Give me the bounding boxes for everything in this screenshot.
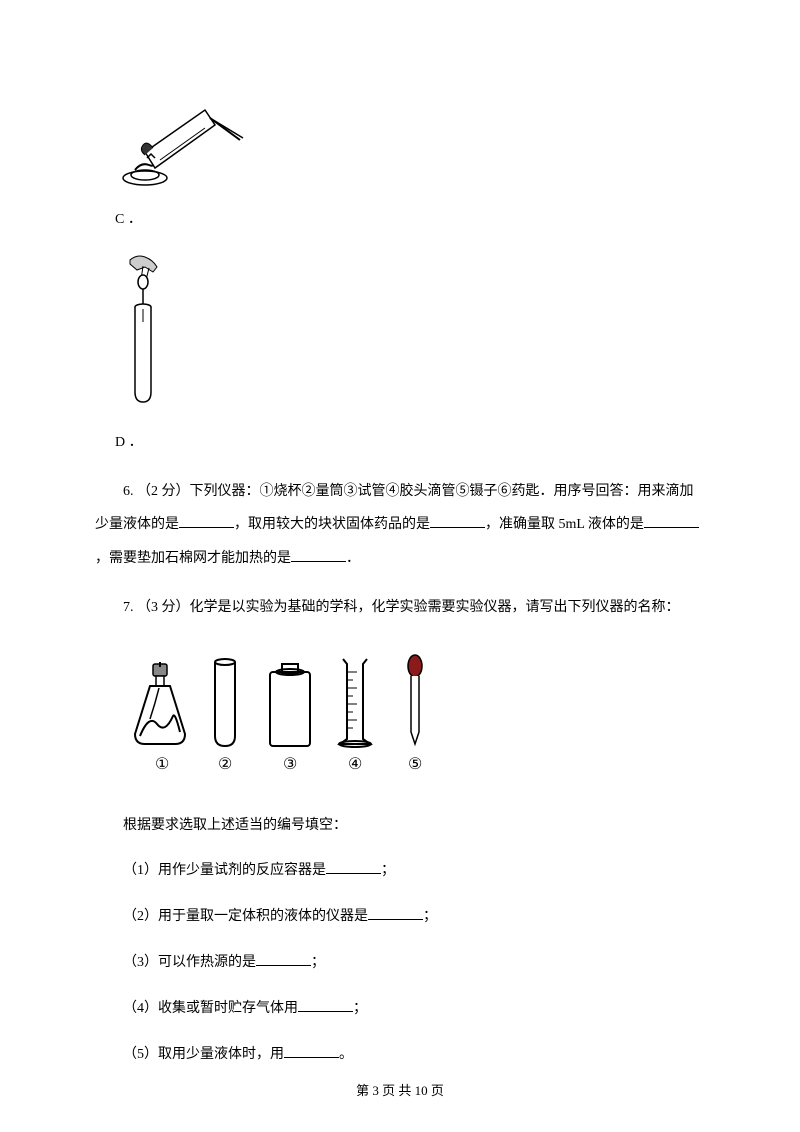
q7-sub1-pre: （1）用作少量试剂的反应容器是 [123,863,326,878]
option-d-label: D ． [95,430,705,455]
graduated-cylinder-icon [339,659,371,747]
q7-intro: 根据要求选取上述适当的编号填空： [95,813,705,838]
page-footer: 第 3 页 共 10 页 [0,1079,800,1102]
q6-blank-4 [291,548,346,562]
q7-sub2: （2）用于量取一定体积的液体的仪器是 ； [95,903,705,931]
equipment-diagram: ① ② ③ ④ ⑤ [125,644,705,793]
q7-sub1: （1）用作少量试剂的反应容器是 ； [95,857,705,885]
svg-text:⑤: ⑤ [408,756,422,773]
option-c-label: C ． [95,207,705,232]
gas-bottle-icon [270,664,310,746]
q6-blank-3 [644,514,699,528]
svg-text:③: ③ [283,756,297,773]
q7-sub2-blank [368,906,423,920]
q6-text-4: ，需要垫加石棉网才能加热的是 [95,551,291,566]
q7-sub4: （4）收集或暂时贮存气体用 ； [95,995,705,1023]
q6-text-3: ，准确量取 5mL 液体的是 [485,517,644,532]
q7-sub4-blank [298,998,353,1012]
svg-text:④: ④ [348,756,362,773]
q7-sub5-blank [284,1044,339,1058]
q6-text-2: ，取用较大的块状固体药品的是 [234,517,430,532]
q7-sub5-post: 。 [339,1047,353,1062]
q7-sub4-post: ； [353,1001,367,1016]
q7-sub3-post: ； [311,955,325,970]
svg-text:①: ① [155,756,169,773]
q7-sub2-pre: （2）用于量取一定体积的液体的仪器是 [123,909,368,924]
q7-sub5-pre: （5）取用少量液体时，用 [123,1047,284,1062]
q6-blank-1 [179,514,234,528]
q7-sub1-post: ； [381,863,395,878]
q6-blank-2 [430,514,485,528]
q7-sub3-pre: （3）可以作热源的是 [123,955,256,970]
q7-sub2-post: ； [423,909,437,924]
question-6: 6. （2 分）下列仪器：①烧杯②量筒③试管④胶头滴管⑤镊子⑥药匙．用序号回答：… [95,475,705,576]
q7-sub4-pre: （4）收集或暂时贮存气体用 [123,1001,298,1016]
alcohol-lamp-icon [135,662,185,744]
test-tube-icon [215,659,235,746]
q6-text-5: ． [346,551,360,566]
svg-text:②: ② [218,756,232,773]
dropper-icon [408,655,422,744]
option-c-image [115,90,705,199]
q7-sub3: （3）可以作热源的是 ； [95,949,705,977]
q7-sub5: （5）取用少量液体时，用 。 [95,1041,705,1069]
question-7-main: 7. （3 分）化学是以实验为基础的学科，化学实验需要实验仪器，请写出下列仪器的… [95,591,705,625]
q7-sub3-blank [256,952,311,966]
option-d-image [115,252,705,421]
q7-sub1-blank [326,860,381,874]
